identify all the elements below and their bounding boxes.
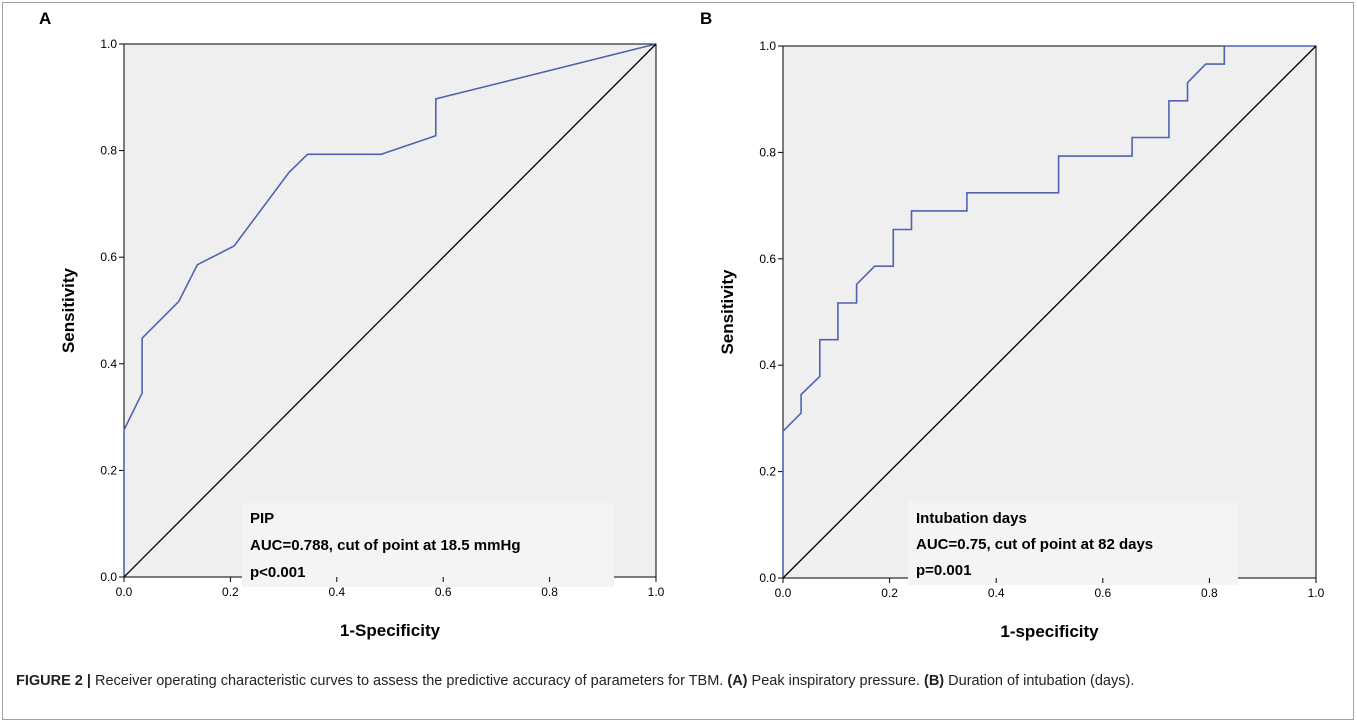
- y-tick-label: 0.2: [100, 463, 117, 477]
- x-axis-label: 1-specificity: [1000, 622, 1099, 641]
- y-tick-label: 0.6: [759, 252, 776, 266]
- annotation-text: p<0.001: [250, 564, 305, 581]
- x-tick-label: 0.0: [116, 585, 133, 599]
- caption-label: FIGURE 2 |: [16, 673, 91, 689]
- annotation-text: p=0.001: [916, 562, 971, 579]
- x-tick-label: 0.6: [1094, 586, 1111, 600]
- y-tick-label: 0.4: [100, 357, 117, 371]
- y-tick-label: 0.4: [759, 358, 776, 372]
- y-axis-label: Sensitivity: [718, 269, 737, 355]
- caption-part-b: (B): [924, 673, 945, 689]
- caption-text-1: Receiver operating characteristic curves…: [90, 673, 728, 689]
- annotation-text: PIP: [250, 510, 274, 527]
- figure-caption: FIGURE 2 | Receiver operating characteri…: [16, 671, 1336, 692]
- x-tick-label: 0.0: [775, 586, 792, 600]
- x-tick-label: 0.4: [328, 585, 345, 599]
- y-tick-label: 0.6: [100, 250, 117, 264]
- x-tick-label: 0.4: [988, 586, 1005, 600]
- x-tick-label: 1.0: [1308, 586, 1325, 600]
- roc-curve: [782, 45, 1316, 578]
- caption-text-3: Duration of intubation (days).: [944, 673, 1135, 689]
- y-tick-label: 1.0: [100, 37, 117, 51]
- y-axis-label: Sensitivity: [59, 267, 78, 353]
- panel-letter: B: [700, 9, 712, 28]
- x-tick-label: 0.8: [541, 585, 558, 599]
- figure-svg: 0.0 0.2 0.4 0.6 0.8 1.0 0.0 0.2 0.4 0.6 0.8 1.0 1-Sp…: [39, 9, 1325, 641]
- annotation-text: Intubation days: [916, 510, 1027, 527]
- x-tick-label: 1.0: [648, 585, 665, 599]
- x-tick-label: 0.2: [881, 586, 898, 600]
- y-tick-label: 1.0: [759, 39, 776, 53]
- y-tick-label: 0.0: [100, 570, 117, 584]
- caption-text-2: Peak inspiratory pressure.: [747, 673, 924, 689]
- reference-diagonal-line: [782, 45, 1317, 579]
- chart-panel-b: 0.0 0.2 0.4 0.6 0.8 1.0 0.0 0.2 0.4 0.6 0.8 1.0 1-sp…: [700, 9, 1325, 641]
- panel-letter: A: [39, 9, 51, 28]
- chart-panel-a: 0.0 0.2 0.4 0.6 0.8 1.0 0.0 0.2 0.4 0.6 0.8 1.0 1-Sp…: [39, 9, 665, 640]
- roc-curve: [123, 43, 657, 577]
- x-tick-label: 0.2: [222, 585, 239, 599]
- annotation-text: AUC=0.788, cut of point at 18.5 mmHg: [250, 537, 520, 554]
- annotation-box: [242, 503, 614, 587]
- caption-part-a: (A): [727, 673, 748, 689]
- reference-diagonal-line: [123, 43, 657, 578]
- y-tick-label: 0.2: [759, 465, 776, 479]
- y-tick-label: 0.0: [759, 571, 776, 585]
- x-tick-label: 0.6: [435, 585, 452, 599]
- y-tick-label: 0.8: [759, 145, 776, 159]
- annotation-box: [908, 501, 1238, 585]
- annotation-text: AUC=0.75, cut of point at 82 days: [916, 536, 1153, 553]
- x-axis-label: 1-Specificity: [340, 621, 441, 640]
- x-tick-label: 0.8: [1201, 586, 1218, 600]
- y-tick-label: 0.8: [100, 144, 117, 158]
